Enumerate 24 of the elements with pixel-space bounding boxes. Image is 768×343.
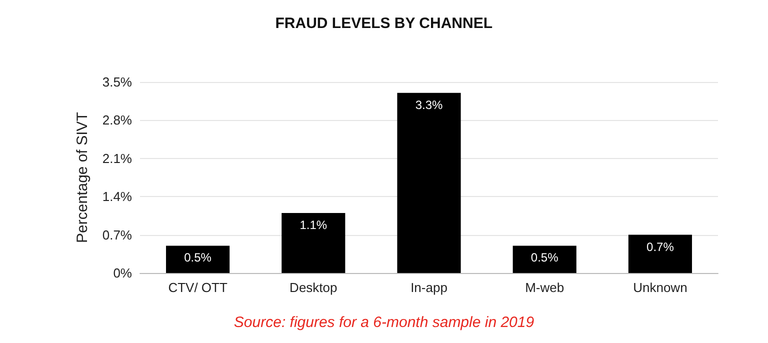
data-label: 0.5%	[530, 250, 559, 265]
x-tick-label: Unknown	[633, 280, 688, 295]
bar	[628, 234, 692, 273]
data-label: 0.7%	[646, 240, 674, 254]
data-label: 1.1%	[300, 218, 328, 232]
x-tick-label: In-app	[410, 280, 448, 295]
data-label: 3.3%	[415, 98, 443, 112]
bar	[512, 246, 576, 273]
bar	[166, 246, 230, 273]
y-tick-label: 1.4%	[102, 189, 132, 204]
x-tick-label: M-web	[525, 280, 564, 295]
source-note: Source: figures for a 6-month sample in 2019	[234, 314, 535, 331]
x-tick-label: Desktop	[290, 280, 338, 295]
bar	[282, 212, 346, 273]
y-tick-label: 2.1%	[102, 150, 132, 166]
y-tick-label: 2.8%	[102, 112, 132, 128]
y-tick-label: 0%	[113, 266, 132, 280]
y-axis-title: Percentage of SIVT	[74, 112, 91, 243]
y-tick-label: 0.7%	[102, 227, 132, 242]
y-tick-label: 3.5%	[102, 74, 132, 90]
data-label: 0.5%	[184, 250, 212, 265]
x-tick-label: CTV/ OTT	[168, 280, 228, 295]
chart-title: FRAUD LEVELS BY CHANNEL	[275, 15, 492, 32]
bar	[397, 92, 461, 273]
